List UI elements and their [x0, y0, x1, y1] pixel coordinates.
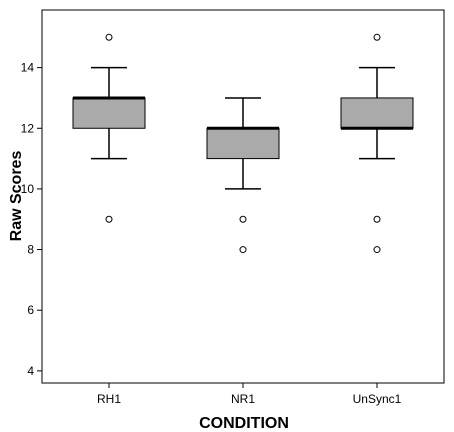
- y-tick-label: 14: [21, 61, 35, 75]
- plot-frame: [41, 9, 445, 384]
- y-tick-label: 6: [27, 303, 34, 317]
- y-tick-label: 10: [21, 182, 35, 196]
- x-axis-title: CONDITION: [199, 415, 289, 432]
- x-tick-label: RH1: [97, 392, 121, 406]
- y-tick-label: 12: [21, 121, 35, 135]
- box-series: [72, 33, 414, 254]
- iqr-box: [340, 97, 414, 129]
- box-group: [72, 33, 146, 223]
- box-group: [340, 33, 414, 254]
- outlier-point: [373, 215, 381, 223]
- y-tick-label: 4: [27, 364, 34, 378]
- iqr-box: [206, 127, 280, 160]
- x-tick-label: NR1: [231, 392, 255, 406]
- outlier-point: [105, 215, 113, 223]
- outlier-point: [373, 33, 381, 41]
- y-tick-label: 8: [27, 243, 34, 257]
- iqr-box: [72, 97, 146, 129]
- outlier-point: [105, 33, 113, 41]
- y-axis: 4 6 8 10 12 14: [21, 61, 42, 378]
- outlier-point: [239, 246, 247, 254]
- box-group: [206, 97, 280, 254]
- outlier-point: [373, 246, 381, 254]
- outlier-point: [239, 215, 247, 223]
- y-axis-title: Raw Scores: [8, 151, 25, 242]
- x-axis: RH1 NR1 UnSync1: [97, 383, 402, 406]
- x-tick-label: UnSync1: [353, 392, 402, 406]
